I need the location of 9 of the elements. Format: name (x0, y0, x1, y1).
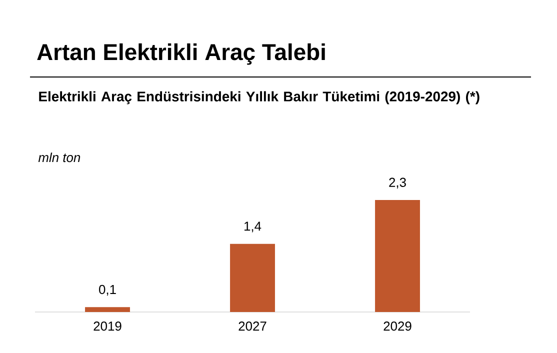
chart-subtitle: Elektrikli Araç Endüstrisindeki Yıllık Bakır Tüketimi (2019-2029) (*) (39, 91, 480, 104)
y-axis-title: mln ton (38, 152, 80, 162)
chart-title: Artan Elektrikli Araç Talebi (37, 43, 325, 65)
data-label: 1,4 (244, 222, 262, 232)
data-label: 0,1 (99, 284, 116, 296)
data-label: 2,3 (389, 178, 406, 188)
x-tick-label: 2029 (384, 322, 412, 331)
x-tick-label: 2019 (94, 322, 122, 331)
x-tick-label: 2027 (238, 322, 266, 331)
